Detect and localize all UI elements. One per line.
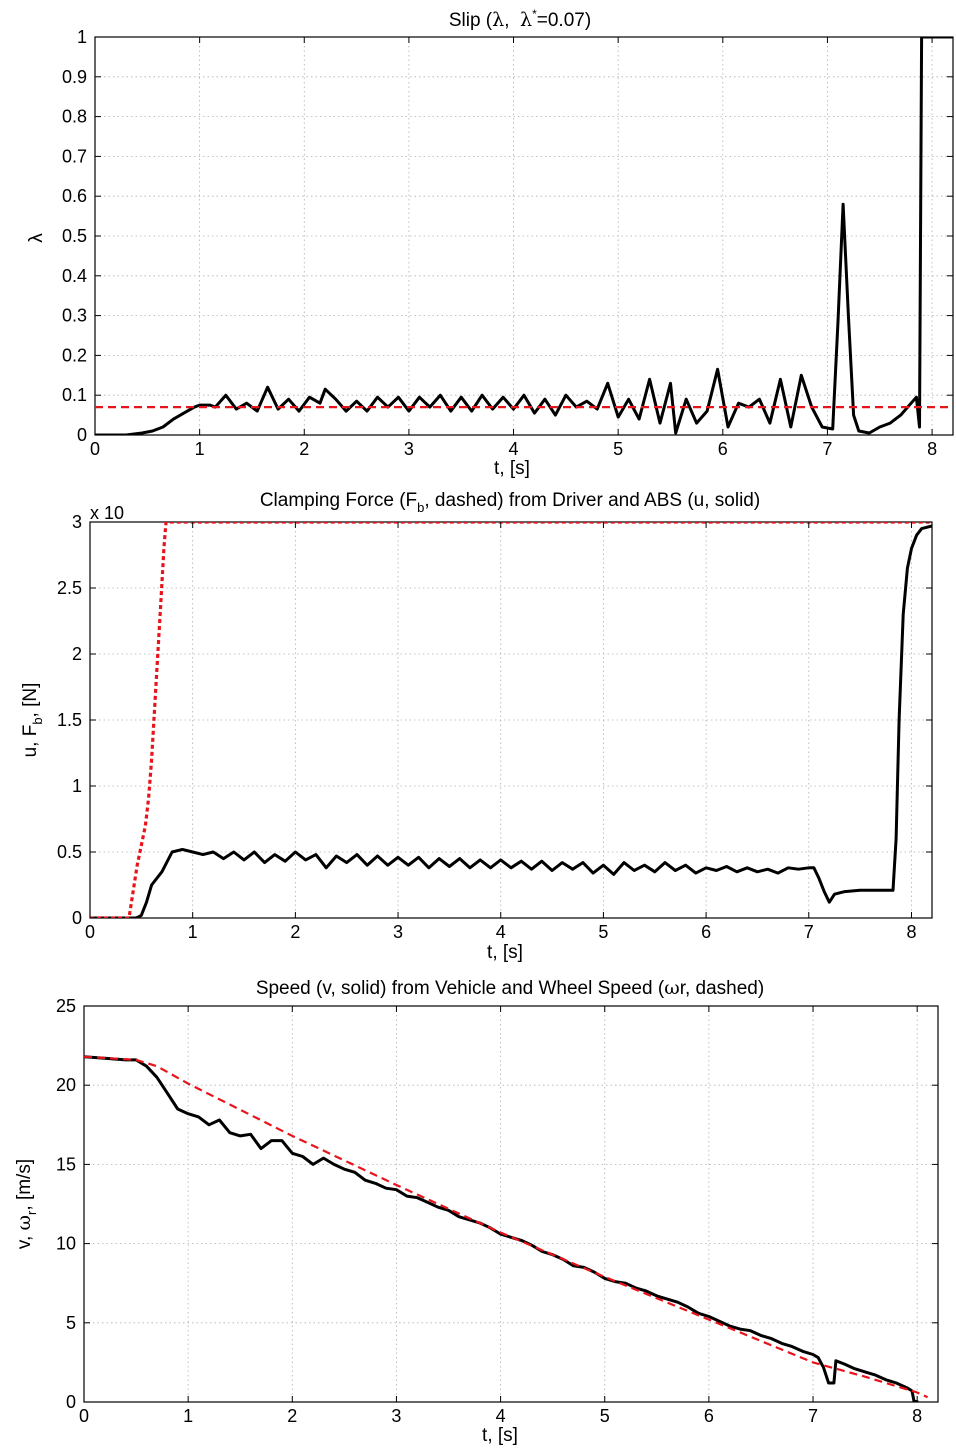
speed-ytick-label-0: 0: [66, 1392, 76, 1412]
slip-xtick-label-3: 3: [404, 439, 414, 459]
speed-xtick-label-3: 3: [391, 1406, 401, 1426]
slip-xtick-label-1: 1: [195, 439, 205, 459]
slip-chart: 0 1 2 3 4 5 6 7 8 0 0.1 0.2 0.3 0.4 0.5 0.6 0.7 0.8 0.9 1 S…: [26, 7, 954, 479]
speed-xtick-label-2: 2: [287, 1406, 297, 1426]
speed-xtick-label-0: 0: [79, 1406, 89, 1426]
slip-x-axis-label: t, [s]: [494, 458, 530, 479]
clamping-xtick-label-6: 6: [701, 922, 711, 942]
clamping-series-solid-line: [90, 524, 932, 918]
speed-ytick-label-3: 15: [56, 1154, 76, 1174]
clamping-xtick-label-1: 1: [188, 922, 198, 942]
clamping-ytick-label-4: 2: [72, 644, 82, 664]
slip-ytick-label-10: 1: [77, 27, 87, 47]
clamping-y-axis-label: u, Fb, [N]: [20, 683, 45, 758]
slip-xtick-label-0: 0: [90, 439, 100, 459]
speed-xtick-label-1: 1: [183, 1406, 193, 1426]
clamping-xtick-label-0: 0: [85, 922, 95, 942]
speed-xtick-label-5: 5: [600, 1406, 610, 1426]
clamping-ytick-label-3: 1.5: [57, 710, 82, 730]
clamping-xtick-label-3: 3: [393, 922, 403, 942]
speed-series-dashed-line: [84, 1055, 929, 1399]
slip-ytick-label-1: 0.1: [62, 385, 87, 405]
speed-y-axis-label: v, ωr, [m/s]: [13, 1159, 39, 1249]
slip-chart-title: Slip (λ, λ*=0.07): [449, 7, 591, 31]
slip-xtick-label-8: 8: [927, 439, 937, 459]
clamping-xtick-label-8: 8: [906, 922, 916, 942]
speed-xtick-label-8: 8: [912, 1406, 922, 1426]
slip-ytick-label-0: 0: [77, 425, 87, 445]
slip-xtick-label-2: 2: [299, 439, 309, 459]
speed-xtick-label-7: 7: [808, 1406, 818, 1426]
speed-chart-title: Speed (v, solid) from Vehicle and Wheel …: [256, 977, 764, 999]
slip-ytick-label-9: 0.9: [62, 67, 87, 87]
slip-y-axis-label: λ: [26, 233, 47, 243]
speed-ytick-label-5: 25: [56, 996, 76, 1016]
speed-xtick-label-6: 6: [704, 1406, 714, 1426]
speed-x-axis-label: t, [s]: [482, 1425, 518, 1446]
slip-ytick-label-8: 0.8: [62, 107, 87, 127]
slip-xtick-label-7: 7: [822, 439, 832, 459]
clamping-force-chart: 0 1 2 3 4 5 6 7 8 0 0.5 1 1.5 2 2.5 3 x 10 Clamping For…: [20, 490, 933, 963]
clamping-x-axis-label: t, [s]: [487, 942, 523, 963]
slip-ytick-label-3: 0.3: [62, 306, 87, 326]
slip-ytick-label-6: 0.6: [62, 186, 87, 206]
speed-chart: 0 1 2 3 4 5 6 7 8 0 5 10 15 20 25 Speed (v, solid) fro…: [13, 977, 939, 1446]
clamping-xtick-label-7: 7: [804, 922, 814, 942]
clamping-ytick-label-1: 0.5: [57, 842, 82, 862]
speed-series: [84, 1055, 929, 1402]
speed-ticks: 0 1 2 3 4 5 6 7 8 0 5 10 15 20 25: [56, 996, 938, 1426]
slip-ytick-label-7: 0.7: [62, 146, 87, 166]
slip-ytick-label-5: 0.5: [62, 226, 87, 246]
slip-ytick-label-4: 0.4: [62, 266, 87, 286]
clamping-ytick-label-0: 0: [72, 908, 82, 928]
slip-ytick-label-2: 0.2: [62, 345, 87, 365]
slip-ticks: 0 1 2 3 4 5 6 7 8 0 0.1 0.2 0.3 0.4 0.5 0.6 0.7 0.8 0.9 1: [62, 27, 953, 459]
clamping-series: [90, 522, 932, 918]
speed-plot-area: [83, 1005, 939, 1403]
clamping-xtick-label-5: 5: [598, 922, 608, 942]
clamping-ytick-label-6: 3: [72, 512, 82, 532]
clamping-chart-title: Clamping Force (Fb, dashed) from Driver …: [260, 490, 760, 515]
clamping-ticks: 0 1 2 3 4 5 6 7 8 0 0.5 1 1.5 2 2.5 3: [57, 512, 932, 942]
clamping-ytick-label-2: 1: [72, 776, 82, 796]
slip-xtick-label-5: 5: [613, 439, 623, 459]
clamping-xtick-label-2: 2: [290, 922, 300, 942]
speed-grid: [84, 1006, 938, 1402]
slip-grid: [95, 37, 953, 435]
speed-ytick-label-4: 20: [56, 1075, 76, 1095]
clamping-xtick-label-4: 4: [496, 922, 506, 942]
clamping-grid: [90, 522, 932, 918]
clamping-multiplier: x 10: [90, 503, 124, 523]
clamping-series-dotted-line: [90, 522, 932, 918]
speed-ytick-label-2: 10: [56, 1234, 76, 1254]
speed-xtick-label-4: 4: [496, 1406, 506, 1426]
clamping-ytick-label-5: 2.5: [57, 578, 82, 598]
slip-series: [95, 37, 953, 435]
slip-xtick-label-6: 6: [718, 439, 728, 459]
speed-ytick-label-1: 5: [66, 1313, 76, 1333]
slip-xtick-label-4: 4: [509, 439, 519, 459]
